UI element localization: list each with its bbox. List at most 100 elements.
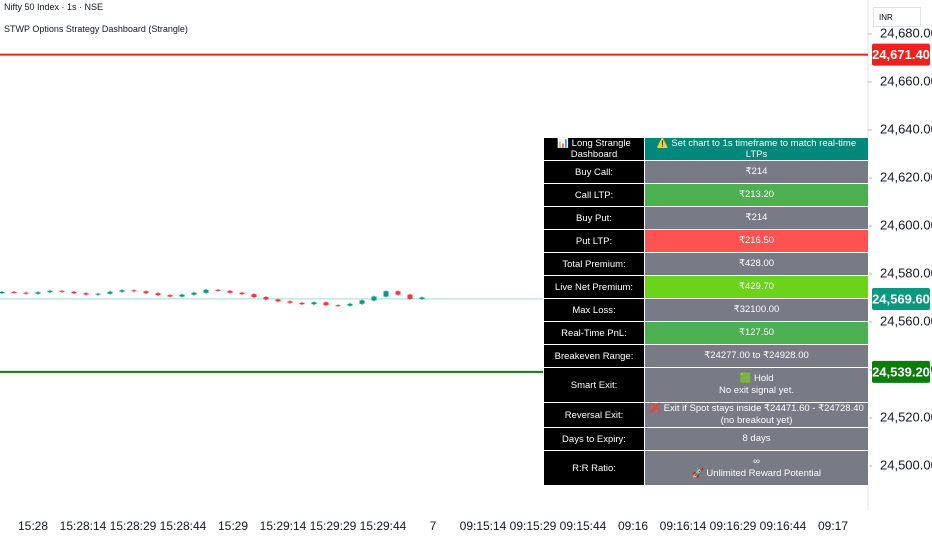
x-tick-label: 7	[430, 519, 437, 533]
candle-body	[191, 292, 197, 295]
row-value: ❌ Exit if Spot stays inside ₹24471.60 - …	[644, 402, 869, 428]
candle-body	[335, 305, 341, 307]
row-value: 8 days	[644, 427, 869, 451]
table-row: Max Loss: ₹32100.00	[543, 298, 869, 322]
candle-body	[0, 292, 5, 294]
x-tick-label: 09:16:44	[760, 519, 807, 533]
currency[interactable]: INR	[873, 7, 921, 27]
candle-body	[71, 291, 77, 294]
x-tick-label: 15:28:14	[60, 519, 107, 533]
x-tick-label: 09:17	[818, 519, 848, 533]
table-row: Smart Exit: 🟩 Hold No exit signal yet.	[543, 367, 869, 403]
table-row: Breakeven Range: ₹24277.00 to ₹24928.00	[543, 344, 869, 368]
table-row: Live Net Premium: ₹429.70	[543, 275, 869, 299]
value-line: No exit signal yet.	[719, 385, 794, 396]
candle-body	[371, 296, 377, 301]
table-row: Buy Call: ₹214	[543, 160, 869, 184]
value-line: ₹216.50	[738, 235, 775, 246]
table-row: Total Premium: ₹428.00	[543, 252, 869, 276]
value-line: ₹32100.00	[733, 304, 780, 315]
y-tick-label: 24,680.00	[880, 25, 932, 40]
candle-body	[167, 295, 173, 297]
candle-body	[155, 293, 161, 296]
value-line: ₹213.20	[738, 189, 775, 200]
x-tick-label: 09:15:44	[560, 519, 607, 533]
value-line: ∞	[753, 456, 760, 467]
table-row: Buy Put: ₹214	[543, 206, 869, 230]
candle-body	[95, 293, 101, 295]
x-tick-label: 09:16:29	[710, 519, 757, 533]
candle-body	[35, 292, 41, 294]
level-box	[872, 43, 930, 66]
x-tick-label: 15:28:44	[160, 519, 207, 533]
row-label: Put LTP:	[543, 229, 645, 253]
candle-body	[287, 301, 293, 303]
value-line: ₹127.50	[738, 327, 775, 338]
candle-body	[215, 289, 221, 291]
x-tick-label: 15:29	[218, 519, 248, 533]
row-label: Total Premium:	[543, 252, 645, 276]
candle-body	[59, 290, 65, 292]
row-value: ₹213.20	[644, 183, 869, 207]
candle-body	[119, 290, 125, 292]
candle-body	[83, 293, 89, 295]
symbol: Nifty 50 Index · 1s · NSE	[4, 2, 104, 12]
level-box	[872, 287, 930, 310]
candle-body	[203, 289, 209, 293]
dashboard: 📊 Long Strangle Dashboard ⚠️ Set chart to…	[543, 137, 869, 486]
candle-body	[131, 290, 137, 292]
row-label: Buy Call:	[543, 160, 645, 184]
candle-body	[47, 290, 53, 293]
row-value: ₹214	[644, 160, 869, 184]
value-line: ₹214	[745, 166, 768, 177]
y-tick-label: 24,640.00	[880, 121, 932, 136]
header-row: 📊 Long Strangle Dashboard ⚠️ Set chart to…	[543, 137, 869, 161]
row-value: ₹214	[644, 206, 869, 230]
row-label: Live Net Premium:	[543, 275, 645, 299]
candle-body	[299, 302, 305, 305]
table-row: Reversal Exit: ❌ Exit if Spot stays insid…	[543, 402, 869, 428]
x-tick-label: 09:15:14	[460, 519, 507, 533]
candle-body	[11, 292, 17, 293]
candle-body	[227, 290, 233, 293]
level-label: 24,671.40	[872, 47, 930, 62]
row-value: ₹127.50	[644, 321, 869, 345]
candle-body	[359, 300, 365, 304]
value-line: ₹428.00	[738, 258, 775, 269]
row-label: Days to Expiry:	[543, 427, 645, 451]
row-value: 🟩 Hold No exit signal yet.	[644, 367, 869, 403]
row-label: Max Loss:	[543, 298, 645, 322]
value-line: ❌ Exit if Spot stays inside ₹24471.60 - …	[649, 403, 864, 426]
candle-body	[23, 292, 29, 294]
table-row: Put LTP: ₹216.50	[543, 229, 869, 253]
row-value: ₹429.70	[644, 275, 869, 299]
x-tick-label: 15:29:29	[310, 519, 357, 533]
candle-body	[407, 294, 413, 299]
x-tick-label: 15:29:14	[260, 519, 307, 533]
row-value: ₹216.50	[644, 229, 869, 253]
level-label: 24,569.60	[872, 291, 930, 306]
value-line: 8 days	[742, 433, 771, 444]
candle-body	[419, 297, 425, 299]
row-label: Buy Put:	[543, 206, 645, 230]
y-tick-label: 24,520.00	[880, 409, 932, 424]
table-row: Call LTP: ₹213.20	[543, 183, 869, 207]
candle-body	[251, 294, 257, 298]
value-line: ₹24277.00 to ₹24928.00	[704, 350, 809, 361]
row-label: Call LTP:	[543, 183, 645, 207]
y-tick-label: 24,500.00	[880, 457, 932, 472]
x-tick-label: 15:29:44	[360, 519, 407, 533]
row-label: Smart Exit:	[543, 367, 645, 403]
candle-body	[239, 292, 245, 295]
row-value: ₹32100.00	[644, 298, 869, 322]
x-tick-label: 15:28:29	[110, 519, 157, 533]
x-tick-label: 09:16	[618, 519, 648, 533]
candle-body	[275, 299, 281, 302]
row-value: ∞ 🚀 Unlimited Reward Potential	[644, 450, 869, 486]
candle-body	[395, 291, 401, 295]
row-value: ₹428.00	[644, 252, 869, 276]
candle-body	[311, 302, 317, 305]
table-row: Real-Time PnL: ₹127.50	[543, 321, 869, 345]
